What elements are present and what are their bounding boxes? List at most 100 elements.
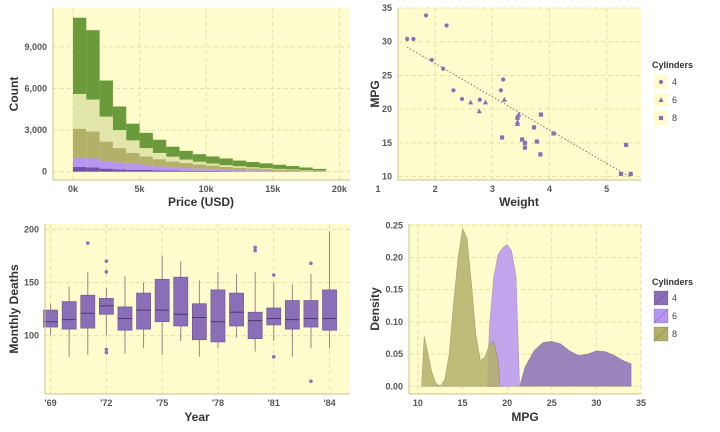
scatter-point-cyl-8 — [534, 139, 540, 144]
outlier-point — [104, 347, 109, 352]
histogram-bar-layer5 — [152, 139, 167, 153]
scatter-point-cyl-8 — [628, 171, 633, 177]
box-1976 — [173, 261, 189, 341]
histogram-bar-layer5 — [272, 164, 287, 169]
y-tick-label: 0 — [42, 167, 47, 177]
x-tick-label: 15 — [458, 398, 468, 408]
scatter-point-cyl-4 — [451, 88, 456, 93]
x-tick-label: '78 — [212, 398, 224, 408]
scatter-point-cyl-4 — [498, 88, 504, 93]
histogram-bar-layer5 — [179, 150, 193, 160]
legend-swatch-diagonal — [653, 290, 669, 306]
x-tick-label: 20k — [332, 184, 348, 194]
box-1969 — [43, 303, 58, 336]
histogram-bar-layer1 — [152, 170, 167, 172]
box-1974 — [136, 282, 151, 349]
box-body — [80, 294, 96, 329]
box-body — [99, 298, 114, 315]
histogram-bar-layer2 — [99, 160, 113, 169]
histogram-bar-layer1 — [219, 171, 233, 172]
histogram-bar-layer5 — [72, 17, 87, 94]
y-tick-label: 6,000 — [24, 83, 47, 93]
x-tick-label: 20 — [502, 398, 512, 408]
y-tick-label: 35 — [382, 3, 392, 13]
y-tick-label: 0.25 — [385, 220, 403, 230]
x-tick-label: '72 — [100, 398, 112, 408]
scatter-point-cyl-6 — [501, 96, 507, 102]
outlier-point — [104, 350, 109, 355]
x-tick-label: 4 — [547, 184, 552, 194]
density-area-cyl-8 — [421, 227, 501, 387]
panel-mpg-scatter-bg — [398, 8, 641, 180]
y-tick-label: 25 — [382, 70, 392, 80]
legend-label: 4 — [672, 293, 677, 303]
outlier-point — [271, 355, 276, 359]
legend-swatch-cyl-8 — [653, 326, 669, 342]
x-tick-label: 15k — [265, 184, 281, 194]
y-axis-title: Count — [7, 77, 21, 112]
legend-swatch-cyl-6 — [653, 308, 669, 324]
box-1970 — [61, 286, 77, 357]
histogram-bar-layer1 — [139, 170, 153, 172]
box-1983 — [303, 261, 319, 384]
x-axis-title: Year — [184, 410, 210, 424]
histogram-bar-layer5 — [166, 146, 180, 157]
x-tick-label: 5k — [135, 184, 146, 194]
x-tick-label: 35 — [636, 398, 646, 408]
histogram-bar-layer3 — [286, 170, 300, 171]
histogram-bar-layer2 — [272, 170, 287, 172]
box-body — [173, 276, 189, 327]
y-axis-title: MPG — [368, 80, 382, 107]
histogram-bar-layer2 — [286, 170, 300, 172]
legend-swatch-diagonal — [653, 326, 669, 342]
y-tick-label: 30 — [382, 37, 392, 47]
outlier-point — [271, 273, 276, 277]
histogram-bar-layer4 — [72, 94, 87, 129]
histogram-bar-layer3 — [126, 152, 140, 164]
scatter-point-cyl-4 — [459, 96, 465, 102]
scatter-point-cyl-4 — [477, 97, 482, 102]
box-1977 — [191, 280, 207, 357]
histogram-bar-layer3 — [99, 141, 113, 161]
histogram-bar-layer3 — [232, 167, 247, 171]
y-tick-label: 9,000 — [24, 42, 47, 52]
scatter-point-cyl-8 — [519, 137, 525, 142]
panel-deaths-boxplot: '69 '72 '75 '78 '81 '84 100 150 200 Year Monthl… — [7, 224, 350, 424]
histogram-bar-layer5 — [192, 154, 207, 162]
histogram-bar-layer5 — [299, 167, 313, 171]
box-1978 — [210, 271, 226, 349]
histogram-bar-layer5 — [112, 106, 127, 131]
histogram-bar-layer5 — [232, 160, 247, 167]
scatter-point-cyl-8 — [522, 145, 528, 150]
histogram-bar-layer2 — [219, 169, 233, 172]
box-body — [247, 311, 263, 340]
histogram-bar-layer3 — [259, 169, 273, 171]
scatter-point-cyl-4 — [411, 36, 416, 42]
histogram-bar-layer2 — [206, 169, 220, 171]
histogram-bar-layer5 — [99, 80, 113, 117]
histogram-bar-layer2 — [232, 170, 247, 172]
histogram-bar-layer5 — [219, 158, 233, 166]
box-body — [43, 309, 58, 328]
scatter-point-cyl-8 — [522, 140, 528, 146]
histogram-bar-layer3 — [152, 159, 167, 167]
legend-label: 6 — [672, 95, 677, 105]
x-axis-title: Price (USD) — [168, 195, 234, 209]
histogram-bar-layer3 — [179, 163, 193, 169]
histogram-bar-layer1 — [112, 169, 127, 172]
scatter-point-cyl-8 — [499, 135, 505, 140]
scatter-point-cyl-6 — [514, 119, 521, 124]
scatter-point-cyl-8 — [531, 125, 537, 130]
y-axis-title: Monthly Deaths — [7, 264, 21, 354]
x-tick-label: 10 — [413, 398, 423, 408]
box-1972 — [99, 259, 114, 355]
histogram-bar-layer4 — [232, 166, 247, 168]
histogram-bar-layer3 — [246, 168, 260, 171]
x-tick-label: 5 — [604, 184, 609, 194]
box-body — [191, 303, 207, 341]
histogram-bar-layer3 — [192, 164, 207, 169]
histogram-bar-layer2 — [259, 170, 273, 172]
scatter-point-cyl-6 — [482, 99, 489, 105]
histogram-bar-layer3 — [272, 169, 287, 171]
box-1973 — [117, 276, 133, 354]
